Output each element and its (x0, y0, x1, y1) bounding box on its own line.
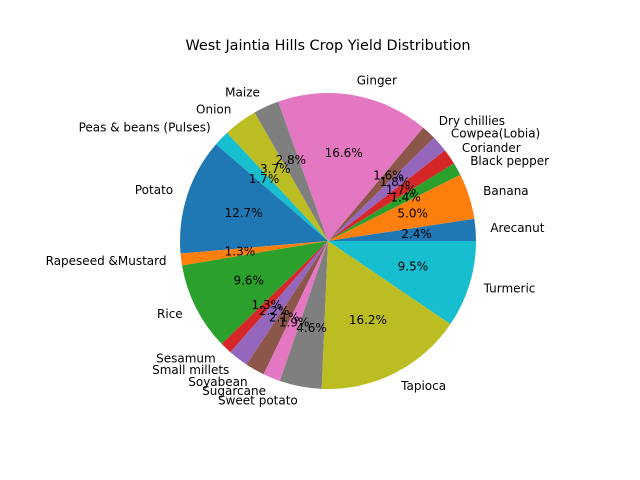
slice-label-peas-beans-pulses: Peas & beans (Pulses) (79, 121, 211, 135)
pie-slice-tapioca (321, 241, 451, 389)
slice-label-turmeric: Turmeric (483, 281, 536, 295)
pie-slice-arecanut (328, 218, 476, 241)
slice-label-soyabean: Soyabean (188, 375, 247, 389)
pie-slice-rice (182, 241, 328, 344)
pie-slice-peas-beans-pulses (215, 132, 328, 241)
slice-label-onion: Onion (196, 102, 231, 116)
slice-percent-banana: 5.0% (397, 207, 428, 221)
pie-slice-small-millets (230, 241, 328, 365)
slice-label-sesamum: Sesamum (156, 351, 216, 365)
slice-percent-turmeric: 9.5% (398, 260, 429, 274)
slice-percent-rapeseed-mustard: 1.3% (225, 245, 256, 259)
pie-slice-soyabean (246, 241, 328, 375)
pie-slice-black-pepper (328, 163, 461, 241)
pie-slice-banana (328, 174, 475, 241)
slice-label-banana: Banana (483, 184, 529, 198)
slice-label-small-millets: Small millets (152, 363, 229, 377)
slice-label-dry-chillies: Dry chillies (439, 114, 505, 128)
slice-label-tapioca: Tapioca (400, 379, 446, 393)
slice-percent-peas-beans-pulses: 1.7% (249, 172, 280, 186)
slice-percent-onion: 3.7% (260, 162, 291, 176)
slice-label-sugarcane: Sugarcane (202, 384, 266, 398)
pie-slice-sesamum (221, 241, 328, 353)
slice-percent-small-millets: 2.2% (259, 304, 290, 318)
slice-label-maize: Maize (225, 86, 260, 100)
pie-labels: Arecanut Banana Black pepperCorianderCowpe… (46, 73, 549, 407)
slice-percent-ginger: 16.6% (325, 146, 363, 160)
pie-slice-rapeseed-mustard (180, 241, 328, 266)
pie-slice-ginger (278, 93, 424, 241)
pie-slice-cowpea-lobia (328, 137, 446, 241)
pie-slice-sugarcane (263, 241, 328, 381)
slice-percent-cowpea-lobia: 1.8% (380, 175, 411, 189)
slice-label-sweet-potato: Sweet potato (218, 393, 298, 407)
slice-percent-potato: 12.7% (224, 206, 262, 220)
chart-title: West Jaintia Hills Crop Yield Distributi… (185, 38, 470, 54)
pie-slice-dry-chillies (328, 127, 435, 241)
slice-label-coriander: Coriander (462, 141, 521, 155)
slice-percent-rice: 9.6% (233, 274, 264, 288)
slice-percent-sesamum: 1.3% (252, 298, 283, 312)
pie-slice-sweet-potato (279, 241, 328, 389)
slice-percent-coriander: 1.7% (386, 183, 417, 197)
pie-slice-turmeric (328, 241, 476, 325)
slice-label-potato: Potato (135, 183, 173, 197)
slice-percent-sweet-potato: 4.6% (296, 321, 327, 335)
slice-percent-sugarcane: 1.9% (279, 316, 310, 330)
slice-label-arecanut: Arecanut (490, 221, 544, 235)
pie-slice-onion (226, 112, 328, 241)
slice-label-cowpea-lobia: Cowpea(Lobia) (451, 127, 540, 141)
slice-percent-black-pepper: 1.4% (390, 190, 421, 204)
slice-label-rapeseed-mustard: Rapeseed &Mustard (46, 254, 167, 268)
slice-label-rice: Rice (157, 307, 183, 321)
pie-slice-maize (254, 101, 328, 241)
slice-percent-soyabean: 2.1% (269, 311, 300, 325)
slice-percent-tapioca: 16.2% (349, 313, 387, 327)
slice-percent-arecanut: 2.4% (401, 227, 432, 241)
slice-label-ginger: Ginger (357, 73, 397, 87)
slice-label-black-pepper: Black pepper (470, 154, 549, 168)
slice-percent-dry-chillies: 1.6% (373, 168, 404, 182)
pie-percent-labels: 2.4%5.0%1.4%1.7%1.8%1.6%16.6%2.8%3.7%1.7… (224, 146, 431, 335)
pie-slice-coriander (328, 150, 454, 241)
pie-slice-potato (180, 144, 328, 254)
pie-slices (180, 93, 476, 389)
slice-percent-maize: 2.8% (276, 153, 307, 167)
